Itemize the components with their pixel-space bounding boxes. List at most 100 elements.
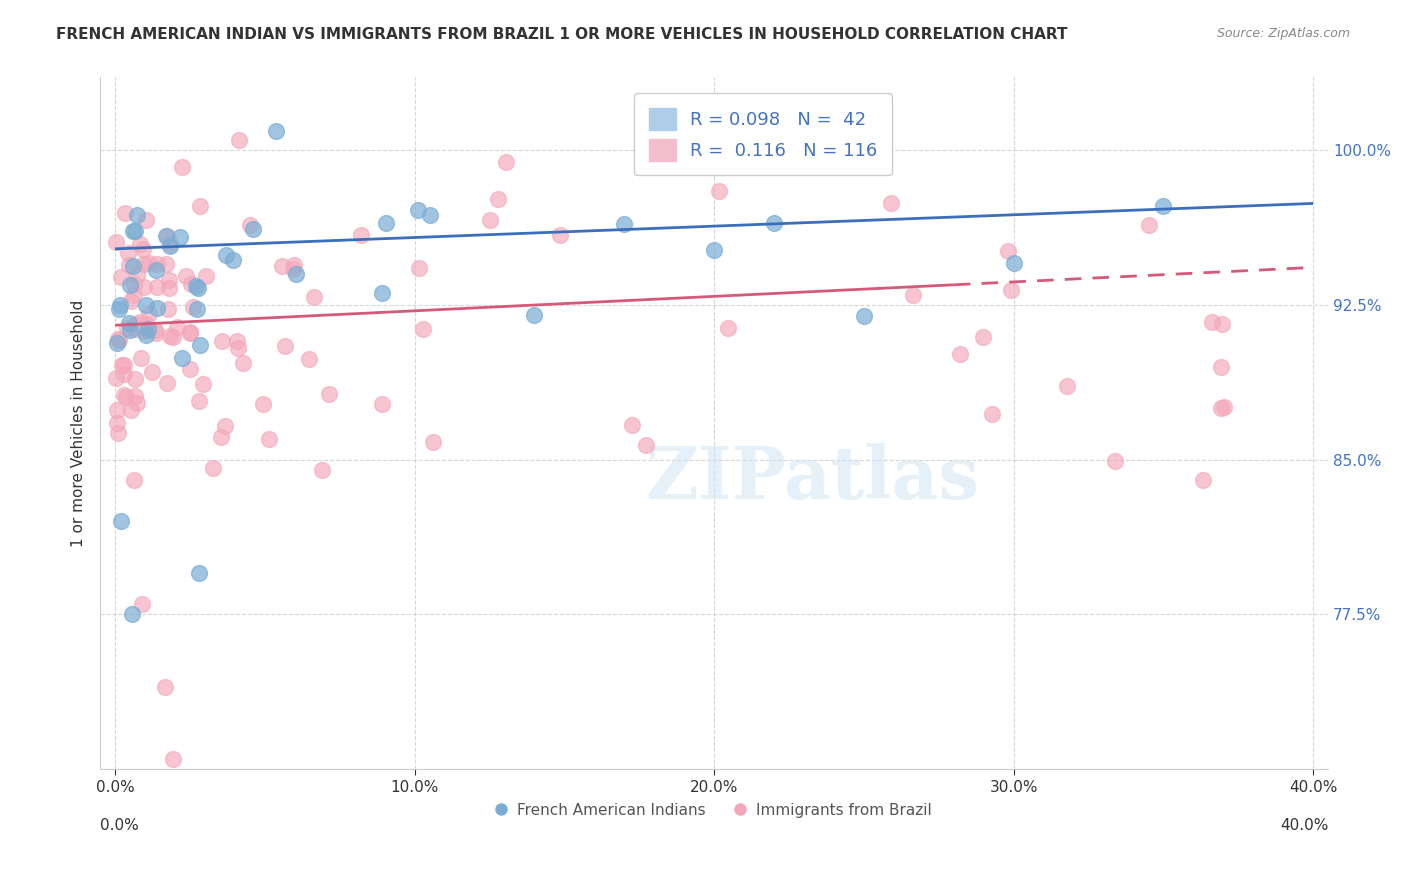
Immigrants from Brazil (620, 417, 643, 432)
Immigrants from Brazil (170, 160, 193, 174)
Immigrants from Brazil (128, 237, 150, 252)
Immigrants from Brazil (181, 300, 204, 314)
Immigrants from Brazil (174, 269, 197, 284)
Immigrants from Brazil (159, 329, 181, 343)
Immigrants from Brazil (112, 367, 135, 381)
French American Indians (763, 216, 786, 230)
Immigrants from Brazil (159, 236, 181, 251)
Immigrants from Brazil (412, 322, 434, 336)
French American Indians (136, 322, 159, 336)
Immigrants from Brazil (108, 334, 131, 348)
French American Indians (110, 515, 132, 529)
French American Indians (852, 309, 875, 323)
Immigrants from Brazil (283, 258, 305, 272)
Text: ZIPatlas: ZIPatlas (645, 443, 980, 514)
Immigrants from Brazil (239, 218, 262, 232)
Immigrants from Brazil (479, 213, 502, 227)
Immigrants from Brazil (997, 244, 1019, 259)
Immigrants from Brazil (408, 260, 430, 275)
Immigrants from Brazil (157, 281, 180, 295)
Immigrants from Brazil (105, 235, 128, 250)
Immigrants from Brazil (371, 397, 394, 411)
Immigrants from Brazil (709, 184, 731, 198)
Immigrants from Brazil (166, 319, 188, 334)
Text: Source: ZipAtlas.com: Source: ZipAtlas.com (1216, 27, 1350, 40)
French American Indians (122, 225, 145, 239)
Immigrants from Brazil (228, 133, 250, 147)
French American Indians (1152, 199, 1174, 213)
Immigrants from Brazil (495, 155, 517, 169)
Immigrants from Brazil (422, 434, 444, 449)
French American Indians (187, 280, 209, 294)
Immigrants from Brazil (179, 326, 201, 341)
French American Indians (419, 208, 441, 222)
Immigrants from Brazil (548, 227, 571, 242)
Immigrants from Brazil (214, 419, 236, 434)
Immigrants from Brazil (318, 387, 340, 401)
French American Indians (613, 217, 636, 231)
Immigrants from Brazil (146, 257, 169, 271)
French American Indians (122, 259, 145, 273)
French American Indians (145, 262, 167, 277)
Immigrants from Brazil (187, 393, 209, 408)
Y-axis label: 1 or more Vehicles in Household: 1 or more Vehicles in Household (72, 300, 86, 547)
French American Indians (523, 308, 546, 322)
Immigrants from Brazil (104, 371, 127, 385)
Immigrants from Brazil (118, 258, 141, 272)
Immigrants from Brazil (146, 280, 169, 294)
French American Indians (169, 230, 191, 244)
Immigrants from Brazil (107, 332, 129, 346)
French American Indians (117, 316, 139, 330)
French American Indians (135, 328, 157, 343)
French American Indians (110, 298, 132, 312)
Legend: French American Indians, Immigrants from Brazil: French American Indians, Immigrants from… (491, 797, 938, 824)
Immigrants from Brazil (1201, 315, 1223, 329)
Immigrants from Brazil (143, 322, 166, 336)
French American Indians (371, 286, 394, 301)
Immigrants from Brazil (157, 301, 180, 316)
Immigrants from Brazil (350, 228, 373, 243)
Immigrants from Brazil (120, 293, 142, 308)
French American Indians (120, 323, 142, 337)
Immigrants from Brazil (188, 199, 211, 213)
Immigrants from Brazil (131, 597, 153, 611)
Immigrants from Brazil (209, 430, 232, 444)
French American Indians (125, 208, 148, 222)
French American Indians (188, 338, 211, 352)
Immigrants from Brazil (135, 317, 157, 331)
Immigrants from Brazil (211, 334, 233, 349)
Immigrants from Brazil (948, 347, 970, 361)
Immigrants from Brazil (112, 358, 135, 372)
Immigrants from Brazil (195, 268, 218, 283)
Immigrants from Brazil (257, 432, 280, 446)
Immigrants from Brazil (283, 261, 305, 276)
Immigrants from Brazil (135, 213, 157, 227)
Text: 40.0%: 40.0% (1279, 818, 1329, 833)
Immigrants from Brazil (179, 362, 201, 376)
Immigrants from Brazil (114, 206, 136, 220)
Immigrants from Brazil (115, 390, 138, 404)
French American Indians (121, 607, 143, 622)
Immigrants from Brazil (156, 228, 179, 243)
Immigrants from Brazil (636, 438, 658, 452)
French American Indians (170, 351, 193, 365)
Immigrants from Brazil (110, 270, 132, 285)
Immigrants from Brazil (717, 320, 740, 334)
Immigrants from Brazil (138, 256, 160, 270)
Immigrants from Brazil (124, 277, 146, 292)
Immigrants from Brazil (155, 376, 177, 391)
French American Indians (215, 248, 238, 262)
Immigrants from Brazil (105, 403, 128, 417)
Immigrants from Brazil (112, 388, 135, 402)
French American Indians (186, 301, 208, 316)
Immigrants from Brazil (252, 397, 274, 411)
Immigrants from Brazil (980, 407, 1002, 421)
Immigrants from Brazil (1000, 283, 1022, 297)
French American Indians (120, 278, 142, 293)
Immigrants from Brazil (162, 329, 184, 343)
Immigrants from Brazil (145, 326, 167, 341)
French American Indians (222, 252, 245, 267)
French American Indians (155, 229, 177, 244)
French American Indians (1002, 256, 1025, 270)
Immigrants from Brazil (162, 752, 184, 766)
